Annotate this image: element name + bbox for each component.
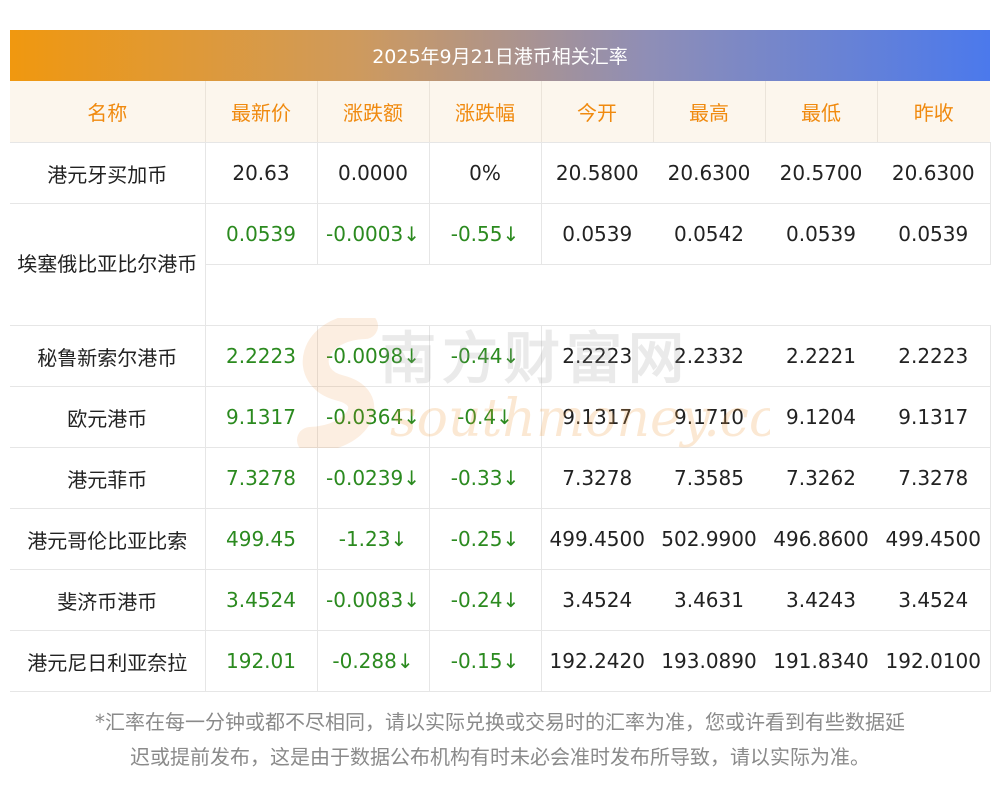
cell-currency-name: 港元菲币	[10, 447, 206, 509]
table-row: 港元菲币 7.3278 -0.0239↓ -0.33↓ 7.3278 7.3585 7.32…	[10, 447, 991, 509]
disclaimer-footnote: *汇率在每一分钟或都不尽相同，请以实际兑换或交易时的汇率为准，您或许看到有些数据…	[0, 705, 1000, 775]
cell-prev-close: 7.3278	[877, 447, 991, 509]
cell-currency-name: 港元尼日利亚奈拉	[10, 630, 206, 692]
cell-change-pct: -0.4↓	[429, 386, 542, 448]
cell-latest: 192.01	[205, 630, 318, 692]
cell-open: 0.0539	[541, 203, 653, 265]
cell-change: -0.0083↓	[317, 569, 430, 631]
cell-change-pct: -0.25↓	[429, 508, 542, 570]
cell-change: -0.288↓	[317, 630, 430, 692]
disclaimer-line-2: 迟或提前发布，这是由于数据公布机构有时未必会准时发布所导致，请以实际为准。	[130, 745, 870, 769]
cell-low: 20.5700	[765, 142, 877, 204]
cell-open: 3.4524	[541, 569, 653, 631]
exchange-rate-table: 名称 最新价 涨跌额 涨跌幅 今开 最高 最低 昨收 港元牙买加币 20.63 0.…	[10, 81, 991, 692]
cell-open: 7.3278	[541, 447, 653, 509]
cell-change-pct: 0%	[429, 142, 542, 204]
cell-latest: 7.3278	[205, 447, 318, 509]
header-name: 名称	[10, 81, 206, 143]
cell-latest: 20.63	[205, 142, 318, 204]
cell-latest: 2.2223	[205, 325, 318, 387]
table-row: 港元牙买加币 20.63 0.0000 0% 20.5800 20.6300 20.5700…	[10, 142, 991, 204]
cell-high: 9.1710	[653, 386, 765, 448]
cell-low: 9.1204	[765, 386, 877, 448]
wrap-spacer-cell	[205, 264, 990, 326]
cell-change-pct: -0.33↓	[429, 447, 542, 509]
cell-prev-close: 192.0100	[877, 630, 991, 692]
cell-high: 3.4631	[653, 569, 765, 631]
cell-change: -1.23↓	[317, 508, 430, 570]
cell-prev-close: 2.2223	[877, 325, 991, 387]
header-open: 今开	[541, 81, 654, 143]
cell-currency-name: 欧元港币	[10, 386, 206, 448]
cell-prev-close: 3.4524	[877, 569, 991, 631]
cell-open: 499.4500	[541, 508, 653, 570]
cell-low: 3.4243	[765, 569, 877, 631]
cell-open: 2.2223	[541, 325, 653, 387]
table-row-continuation	[10, 264, 990, 326]
cell-latest: 3.4524	[205, 569, 318, 631]
cell-change: -0.0003↓	[317, 203, 430, 265]
header-high: 最高	[653, 81, 766, 143]
disclaimer-line-1: *汇率在每一分钟或都不尽相同，请以实际兑换或交易时的汇率为准，您或许看到有些数据…	[95, 710, 905, 734]
cell-high: 502.9900	[653, 508, 765, 570]
cell-currency-name: 秘鲁新索尔港币	[10, 325, 206, 387]
table-row: 欧元港币 9.1317 -0.0364↓ -0.4↓ 9.1317 9.1710 9.120…	[10, 386, 991, 448]
table-row: 埃塞俄比亚比尔港币 0.0539 -0.0003↓ -0.55↓ 0.0539 0.054…	[10, 203, 991, 326]
cell-high: 20.6300	[653, 142, 765, 204]
table-row: 斐济币港币 3.4524 -0.0083↓ -0.24↓ 3.4524 3.4631 3.4…	[10, 569, 991, 631]
header-change: 涨跌额	[317, 81, 430, 143]
cell-prev-close: 499.4500	[877, 508, 991, 570]
cell-change-pct: -0.24↓	[429, 569, 542, 631]
cell-change-pct: -0.15↓	[429, 630, 542, 692]
header-row: 名称 最新价 涨跌额 涨跌幅 今开 最高 最低 昨收	[10, 81, 990, 143]
cell-prev-close: 9.1317	[877, 386, 991, 448]
cell-prev-close: 0.0539	[877, 203, 991, 265]
cell-currency-name: 埃塞俄比亚比尔港币	[10, 203, 206, 326]
table-row: 港元尼日利亚奈拉 192.01 -0.288↓ -0.15↓ 192.2420 193.0…	[10, 630, 991, 692]
header-prev-close: 昨收	[877, 81, 990, 143]
cell-high: 193.0890	[653, 630, 765, 692]
cell-latest: 499.45	[205, 508, 318, 570]
table-row: 港元哥伦比亚比索 499.45 -1.23↓ -0.25↓ 499.4500 502.99…	[10, 508, 991, 570]
cell-change: -0.0239↓	[317, 447, 430, 509]
cell-low: 7.3262	[765, 447, 877, 509]
header-low: 最低	[765, 81, 878, 143]
cell-prev-close: 20.6300	[877, 142, 991, 204]
cell-currency-name: 港元哥伦比亚比索	[10, 508, 206, 570]
cell-high: 2.2332	[653, 325, 765, 387]
cell-low: 0.0539	[765, 203, 877, 265]
cell-change-pct: -0.44↓	[429, 325, 542, 387]
cell-high: 0.0542	[653, 203, 765, 265]
cell-change-pct: -0.55↓	[429, 203, 542, 265]
header-change-pct: 涨跌幅	[429, 81, 542, 143]
cell-low: 496.8600	[765, 508, 877, 570]
cell-low: 2.2221	[765, 325, 877, 387]
cell-change: -0.0098↓	[317, 325, 430, 387]
header-latest: 最新价	[205, 81, 318, 143]
cell-open: 20.5800	[541, 142, 653, 204]
cell-latest: 9.1317	[205, 386, 318, 448]
cell-currency-name: 斐济币港币	[10, 569, 206, 631]
cell-change: 0.0000	[317, 142, 430, 204]
cell-open: 9.1317	[541, 386, 653, 448]
cell-latest: 0.0539	[205, 203, 318, 265]
cell-change: -0.0364↓	[317, 386, 430, 448]
cell-high: 7.3585	[653, 447, 765, 509]
table-row: 秘鲁新索尔港币 2.2223 -0.0098↓ -0.44↓ 2.2223 2.2332 2…	[10, 325, 991, 387]
cell-open: 192.2420	[541, 630, 653, 692]
table-title: 2025年9月21日港币相关汇率	[10, 30, 990, 81]
cell-currency-name: 港元牙买加币	[10, 142, 206, 204]
cell-low: 191.8340	[765, 630, 877, 692]
